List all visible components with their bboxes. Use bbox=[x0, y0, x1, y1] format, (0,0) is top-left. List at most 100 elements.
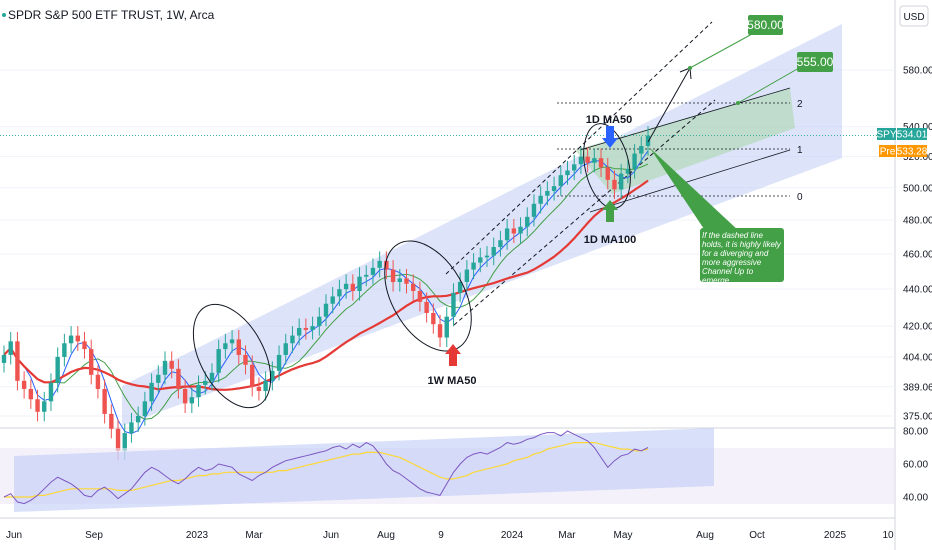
time-axis-tick-label: 2023 bbox=[186, 530, 209, 541]
candle bbox=[182, 388, 188, 404]
candle bbox=[323, 303, 329, 317]
candle bbox=[290, 335, 295, 344]
candle bbox=[216, 349, 221, 373]
channel-up-band bbox=[122, 24, 842, 426]
candle bbox=[75, 335, 80, 342]
candle bbox=[203, 380, 208, 385]
fib-level-label: 2 bbox=[797, 99, 803, 110]
candle bbox=[417, 290, 423, 302]
candle bbox=[357, 276, 362, 291]
candle bbox=[283, 343, 288, 355]
candle bbox=[531, 203, 537, 217]
time-axis-tick-label: May bbox=[614, 530, 633, 541]
candle bbox=[545, 190, 550, 196]
time-axis-tick-label: Jun bbox=[6, 530, 22, 541]
price-axis-tick-label: 404.00 bbox=[903, 352, 932, 363]
candle bbox=[437, 324, 443, 338]
price-tag-symbol: SPY bbox=[876, 130, 896, 141]
annotation-note: If the dashed line holds, it is highly l… bbox=[700, 228, 784, 285]
time-axis-tick-label: Aug bbox=[696, 530, 714, 541]
chart-title: SPDR S&P 500 ETF TRUST, 1W, Arca bbox=[8, 8, 215, 22]
target-box-555 bbox=[797, 52, 833, 72]
pre-tag-symbol-box bbox=[879, 145, 896, 157]
candle bbox=[129, 422, 134, 434]
price-tag-value-box bbox=[897, 128, 927, 140]
candle bbox=[397, 278, 402, 282]
candle bbox=[337, 289, 342, 297]
rsi-axis-tick-label: 40.00 bbox=[903, 493, 928, 504]
candle bbox=[424, 301, 429, 313]
time-axis-tick-label: 2024 bbox=[501, 530, 524, 541]
price-axis-tick-label: 420.00 bbox=[903, 322, 932, 333]
candle bbox=[511, 228, 517, 234]
candle bbox=[149, 382, 154, 402]
candle bbox=[525, 216, 530, 227]
arrow-1d-ma50 bbox=[602, 126, 618, 148]
candle bbox=[343, 283, 349, 290]
candle bbox=[122, 433, 127, 451]
target-point bbox=[688, 66, 692, 70]
price-axis-tick-label: 500.00 bbox=[903, 183, 932, 194]
candle bbox=[236, 339, 241, 355]
rsi-axis-tick-label: 80.00 bbox=[903, 427, 928, 438]
candle bbox=[142, 401, 148, 416]
candle bbox=[256, 386, 262, 392]
candle bbox=[102, 388, 107, 414]
candle bbox=[444, 316, 449, 338]
price-axis-tick-label: 460.00 bbox=[903, 249, 932, 260]
time-axis-tick-label: Mar bbox=[245, 530, 263, 541]
candle bbox=[162, 360, 168, 375]
candle bbox=[592, 158, 597, 163]
target-point bbox=[736, 101, 740, 105]
candle bbox=[404, 278, 409, 284]
time-axis-tick-label: 10 bbox=[882, 530, 894, 541]
candle bbox=[28, 388, 34, 400]
candle bbox=[491, 247, 496, 256]
candle bbox=[68, 335, 74, 344]
candle bbox=[176, 368, 181, 389]
price-tag-symbol-box bbox=[877, 128, 896, 140]
status-dot bbox=[2, 13, 6, 17]
candle bbox=[209, 372, 215, 381]
currency-button[interactable] bbox=[899, 5, 929, 27]
time-axis-tick-label: Oct bbox=[749, 530, 765, 541]
price-axis-tick-label: 540.00 bbox=[903, 122, 932, 133]
candle bbox=[585, 156, 590, 163]
candle bbox=[270, 370, 275, 381]
candle bbox=[598, 158, 604, 168]
price-axis-tick-label: 480.00 bbox=[903, 216, 932, 227]
label-1d-ma100: 1D MA100 bbox=[584, 234, 637, 246]
candle bbox=[48, 382, 54, 402]
candle bbox=[377, 260, 382, 268]
candle bbox=[558, 175, 563, 187]
target-connector bbox=[737, 63, 807, 104]
rsi-ma-line bbox=[4, 442, 649, 498]
candle bbox=[411, 283, 416, 291]
candle bbox=[317, 316, 322, 327]
candle bbox=[169, 360, 174, 369]
time-axis-tick-label: 9 bbox=[438, 530, 444, 541]
candle bbox=[189, 397, 195, 404]
price-axis-tick-label: 580.00 bbox=[903, 66, 932, 77]
candle bbox=[605, 167, 610, 180]
candle bbox=[578, 156, 584, 165]
rsi-axis-tick-label: 60.00 bbox=[903, 460, 928, 471]
candle bbox=[612, 179, 617, 190]
candle bbox=[263, 380, 268, 392]
highlight-ellipse bbox=[192, 303, 272, 409]
pre-tag-value: 533.28 bbox=[897, 147, 928, 158]
dashed-channel-upper bbox=[445, 21, 713, 275]
candle bbox=[303, 327, 309, 330]
candle bbox=[135, 416, 141, 423]
target-label-580: 580.00 bbox=[747, 18, 784, 32]
ma-1d-100-line bbox=[3, 163, 649, 420]
candle bbox=[625, 168, 631, 174]
candle bbox=[15, 341, 20, 381]
price-axis-tick-label: 440.00 bbox=[903, 285, 932, 296]
candle bbox=[82, 341, 87, 350]
target-label-555: 555.00 bbox=[797, 55, 834, 69]
candle bbox=[451, 292, 456, 317]
candle bbox=[350, 283, 356, 291]
